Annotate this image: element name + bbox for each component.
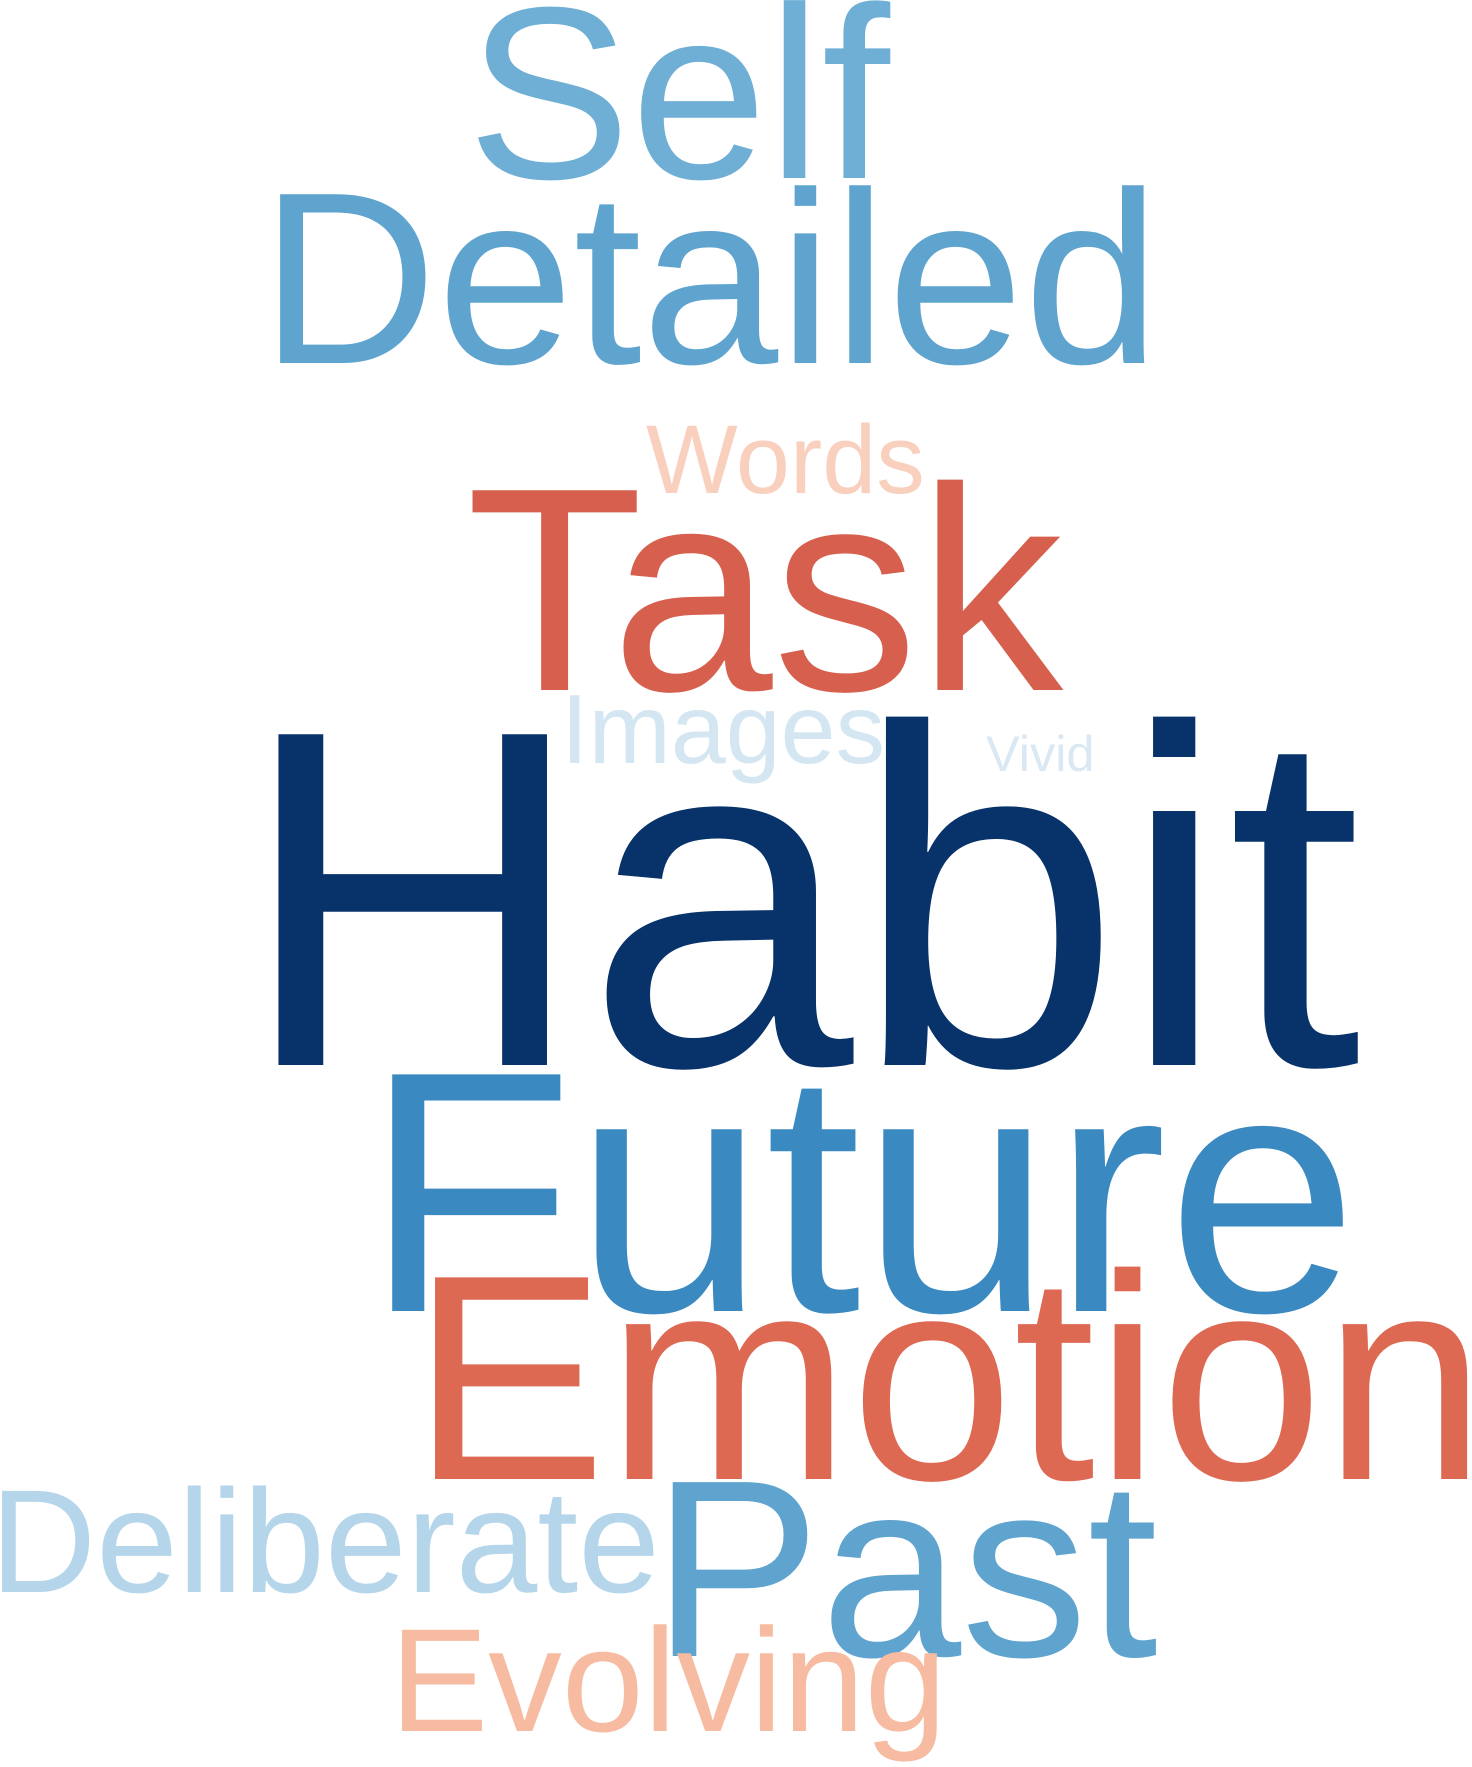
- word-future: Future: [364, 1000, 1359, 1384]
- word-past: Past: [652, 1427, 1158, 1710]
- word-images: Images: [561, 674, 885, 784]
- word-task: Task: [466, 427, 1064, 752]
- word-emotion: Emotion: [411, 1215, 1472, 1542]
- word-habit: Habit: [239, 630, 1362, 1167]
- word-deliberate: Deliberate: [0, 1460, 660, 1624]
- word-words: Words: [646, 405, 925, 514]
- word-self: Self: [467, 0, 890, 231]
- word-detailed: Detailed: [260, 141, 1161, 415]
- word-vivid: Vivid: [986, 725, 1095, 782]
- word-evolving: Evolving: [390, 1599, 947, 1763]
